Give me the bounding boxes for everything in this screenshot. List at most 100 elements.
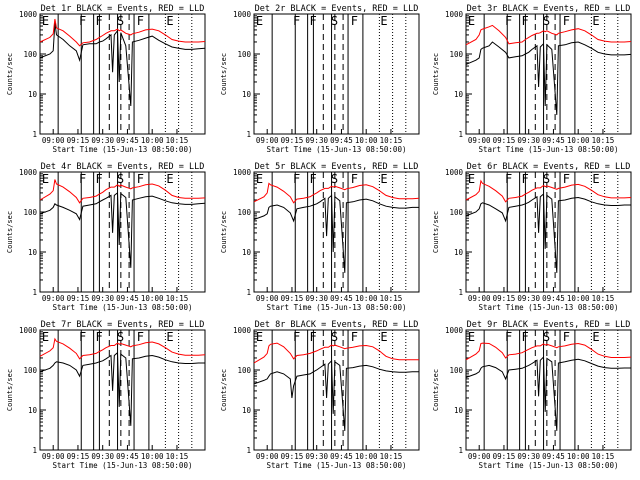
events-series-line bbox=[253, 359, 419, 431]
y-tick-label: 1000 bbox=[19, 10, 38, 19]
y-tick-label: 1 bbox=[458, 130, 463, 139]
x-tick-label: 10:00 bbox=[141, 294, 164, 303]
x-tick-label: 09:45 bbox=[542, 452, 565, 461]
y-tick-label: 1 bbox=[246, 288, 251, 297]
y-axis-label: Counts/sec bbox=[220, 53, 228, 95]
x-tick-label: 09:45 bbox=[116, 294, 139, 303]
segment-letter: F bbox=[563, 330, 570, 344]
y-tick-label: 10 bbox=[242, 248, 252, 257]
plot-frame bbox=[253, 171, 420, 293]
y-axis-label: Counts/sec bbox=[432, 369, 440, 411]
x-tick-label: 09:30 bbox=[517, 136, 540, 145]
panel-title: Det 7r BLACK = Events, RED = LLD bbox=[41, 320, 205, 330]
segment-letter: E bbox=[42, 14, 49, 28]
x-tick-label: 09:15 bbox=[67, 294, 90, 303]
x-tick-label: 09:15 bbox=[493, 136, 516, 145]
y-tick-label: 10 bbox=[454, 248, 464, 257]
x-tick-label: 09:30 bbox=[517, 452, 540, 461]
x-tick-label: 09:00 bbox=[42, 294, 65, 303]
x-axis-label: Start Time (15-Jun-13 08:50:00) bbox=[267, 145, 407, 154]
segment-letter: E bbox=[42, 172, 49, 186]
x-tick-label: 09:15 bbox=[281, 136, 304, 145]
y-axis-label: Counts/sec bbox=[220, 211, 228, 253]
y-tick-label: 1 bbox=[458, 446, 463, 455]
x-tick-label: 09:15 bbox=[493, 294, 516, 303]
segment-letter: S bbox=[331, 330, 338, 344]
events-series-line bbox=[465, 41, 632, 115]
x-tick-label: 10:00 bbox=[141, 452, 164, 461]
y-tick-label: 10 bbox=[242, 406, 252, 415]
panel-title: Det 8r BLACK = Events, RED = LLD bbox=[255, 320, 419, 330]
segment-letter: E bbox=[256, 330, 263, 344]
y-axis-label: Counts/sec bbox=[432, 211, 440, 253]
x-tick-label: 09:00 bbox=[256, 294, 279, 303]
y-tick-label: 1 bbox=[246, 446, 251, 455]
y-tick-label: 100 bbox=[23, 50, 37, 59]
y-tick-label: 1 bbox=[32, 446, 37, 455]
events-series-line bbox=[465, 193, 631, 273]
segment-letter: F bbox=[137, 330, 144, 344]
segment-letter: F bbox=[309, 14, 316, 28]
segment-letter: E bbox=[166, 330, 173, 344]
x-tick-label: 09:45 bbox=[116, 136, 139, 145]
x-tick-label: 10:15 bbox=[166, 136, 189, 145]
y-tick-label: 1 bbox=[32, 130, 37, 139]
y-tick-label: 100 bbox=[449, 50, 463, 59]
segment-letter: E bbox=[592, 172, 599, 186]
panel-title: Det 6r BLACK = Events, RED = LLD bbox=[467, 162, 631, 172]
x-tick-label: 10:15 bbox=[592, 136, 615, 145]
events-series-line bbox=[39, 351, 205, 426]
y-tick-label: 10 bbox=[454, 90, 464, 99]
segment-letter: E bbox=[592, 14, 599, 28]
segment-letter: S bbox=[543, 14, 550, 28]
x-tick-label: 09:30 bbox=[305, 294, 328, 303]
segment-letter: E bbox=[468, 14, 475, 28]
segment-letter: F bbox=[95, 14, 102, 28]
x-tick-label: 09:45 bbox=[542, 294, 565, 303]
y-tick-label: 1000 bbox=[233, 168, 252, 177]
y-tick-label: 1000 bbox=[445, 168, 464, 177]
segment-letter: F bbox=[293, 14, 300, 28]
y-tick-label: 100 bbox=[449, 208, 463, 217]
segment-letter: S bbox=[117, 172, 124, 186]
y-tick-label: 10 bbox=[28, 90, 38, 99]
x-tick-label: 09:45 bbox=[330, 294, 353, 303]
segment-letter: F bbox=[293, 172, 300, 186]
panel-title: Det 2r BLACK = Events, RED = LLD bbox=[255, 4, 419, 14]
x-tick-label: 09:00 bbox=[42, 452, 65, 461]
x-axis-label: Start Time (15-Jun-13 08:50:00) bbox=[267, 461, 407, 470]
segment-letter: E bbox=[380, 330, 387, 344]
x-axis-label: Start Time (15-Jun-13 08:50:00) bbox=[53, 303, 193, 312]
segment-letter: F bbox=[79, 330, 86, 344]
y-tick-label: 1000 bbox=[19, 326, 38, 335]
x-tick-label: 10:00 bbox=[567, 452, 590, 461]
plot-frame bbox=[39, 329, 206, 451]
segment-letter: E bbox=[42, 330, 49, 344]
segment-letter: F bbox=[351, 330, 358, 344]
segment-letter: F bbox=[505, 330, 512, 344]
x-tick-label: 09:30 bbox=[517, 294, 540, 303]
segment-letter: E bbox=[592, 330, 599, 344]
segment-letter: E bbox=[166, 14, 173, 28]
x-tick-label: 09:15 bbox=[281, 294, 304, 303]
plot-frame bbox=[465, 13, 632, 135]
segment-letter: S bbox=[543, 172, 550, 186]
x-axis-label: Start Time (15-Jun-13 08:50:00) bbox=[267, 303, 407, 312]
segment-letter: E bbox=[380, 14, 387, 28]
events-series-line bbox=[39, 22, 206, 107]
segment-letter: E bbox=[256, 172, 263, 186]
y-tick-label: 100 bbox=[237, 366, 251, 375]
plot-frame bbox=[465, 171, 632, 293]
x-tick-label: 09:15 bbox=[67, 136, 90, 145]
y-tick-label: 1000 bbox=[233, 326, 252, 335]
y-tick-label: 10 bbox=[454, 406, 464, 415]
segment-letter: S bbox=[331, 172, 338, 186]
x-tick-label: 10:00 bbox=[567, 294, 590, 303]
x-axis-label: Start Time (15-Jun-13 08:50:00) bbox=[479, 145, 619, 154]
segment-letter: F bbox=[137, 14, 144, 28]
x-tick-label: 10:15 bbox=[380, 452, 403, 461]
x-tick-label: 09:30 bbox=[305, 136, 328, 145]
